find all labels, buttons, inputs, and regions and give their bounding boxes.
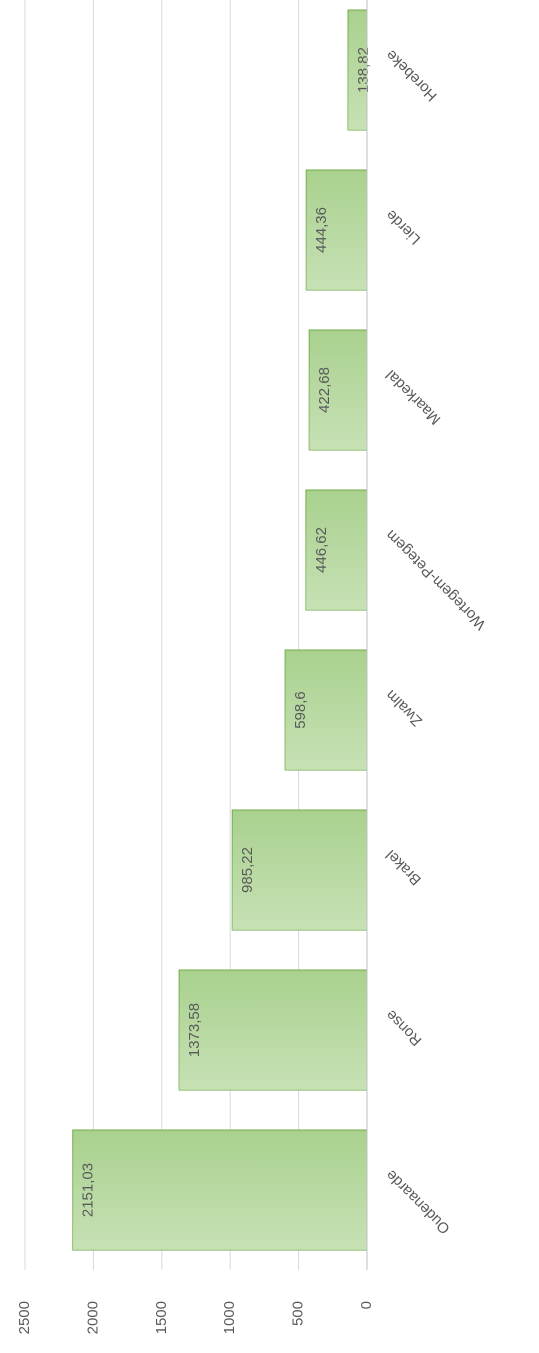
data-label: 138,82 bbox=[355, 47, 372, 93]
y-tick-label: 2500 bbox=[16, 1301, 33, 1334]
x-tick-label: Oudenaarde bbox=[383, 1166, 454, 1237]
x-tick-label: Wortegem-Petegem bbox=[383, 526, 490, 633]
x-tick-label: Maarkedal bbox=[383, 366, 445, 428]
y-tick-label: 1000 bbox=[221, 1301, 238, 1334]
y-tick-label: 2000 bbox=[84, 1301, 101, 1334]
x-tick-label: Brakel bbox=[383, 846, 425, 888]
data-label: 422,68 bbox=[316, 367, 333, 413]
x-tick-label: Ronse bbox=[383, 1006, 426, 1049]
data-label: 446,62 bbox=[313, 527, 330, 573]
bar bbox=[178, 969, 368, 1091]
bar bbox=[72, 1129, 368, 1251]
data-label: 985,22 bbox=[239, 847, 256, 893]
y-tick-label: 0 bbox=[358, 1301, 375, 1309]
data-label: 598,6 bbox=[292, 691, 309, 729]
x-tick-label: Lierde bbox=[383, 206, 425, 248]
data-label: 1373,58 bbox=[186, 1003, 203, 1057]
data-label: 444,36 bbox=[313, 207, 330, 253]
y-tick-label: 500 bbox=[290, 1301, 307, 1326]
x-tick-label: Zwalm bbox=[383, 686, 426, 729]
x-tick-label: Horebeke bbox=[383, 46, 441, 104]
data-label: 2151,03 bbox=[80, 1163, 97, 1217]
rotated-plot: 0 500 1000 1500 2000 2500 Oudenaarde 2151,03 Ron… bbox=[16, 0, 489, 1334]
y-tick-label: 1500 bbox=[153, 1301, 170, 1334]
